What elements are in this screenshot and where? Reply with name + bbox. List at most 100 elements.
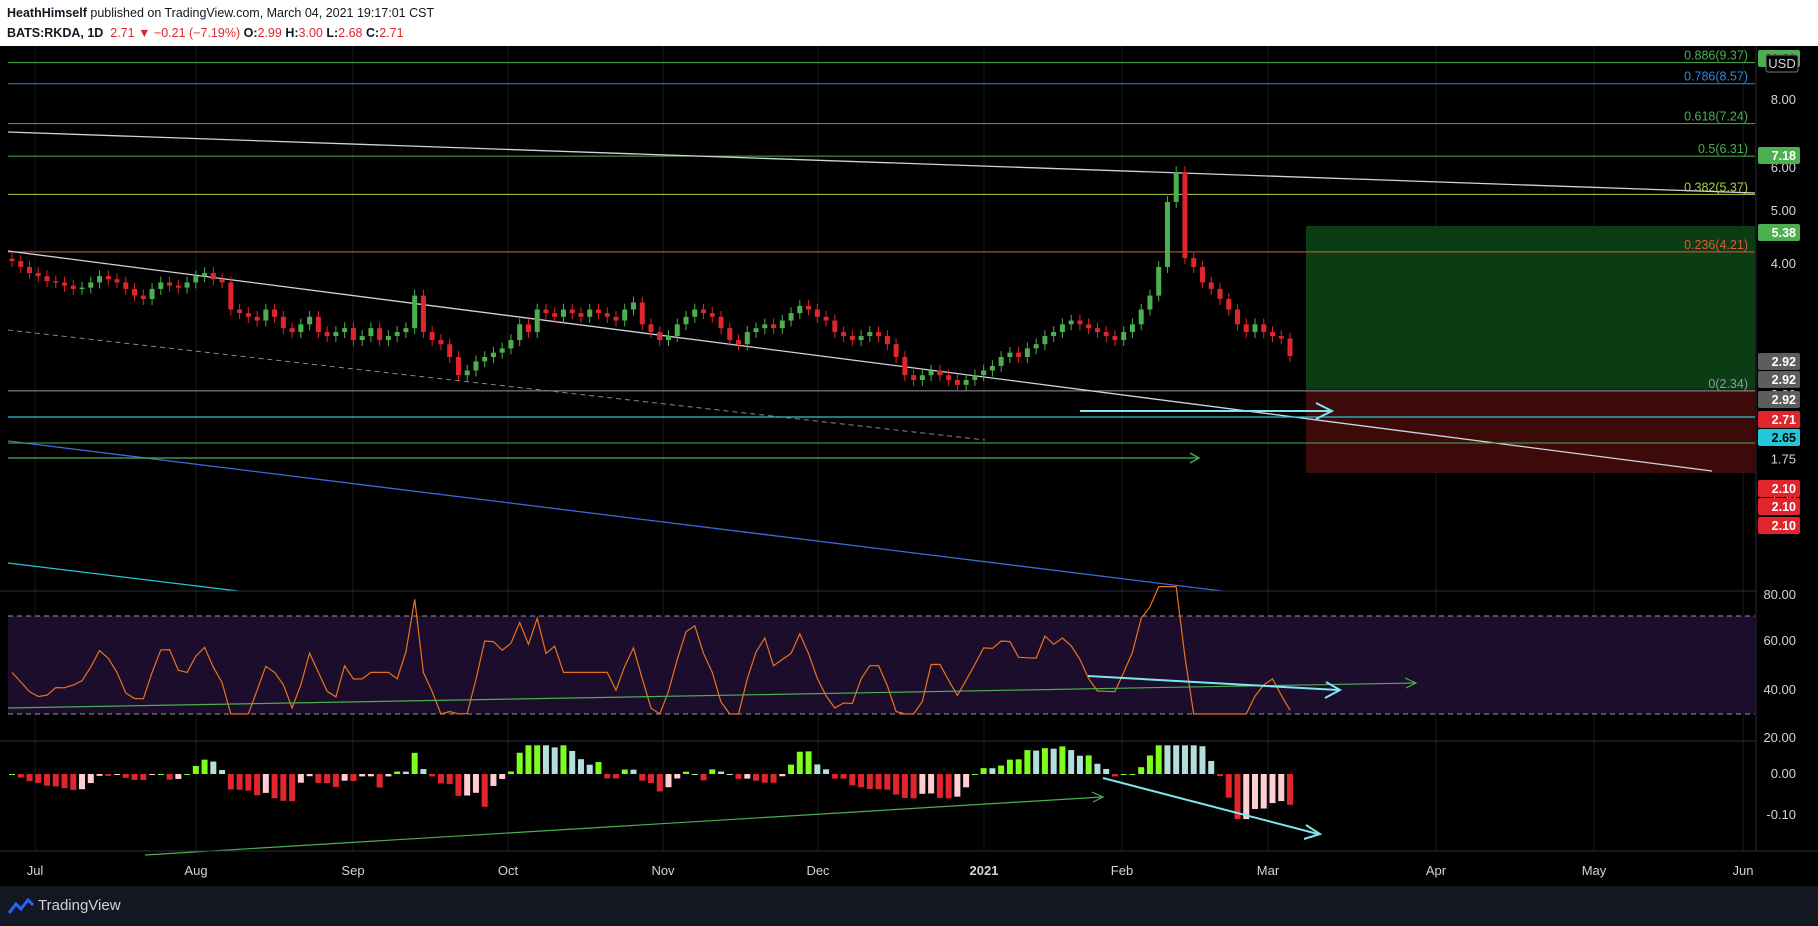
price-tag-label: 2.92 bbox=[1772, 393, 1796, 407]
fib-label: 0.618(7.24) bbox=[1684, 110, 1748, 124]
histogram-bar bbox=[1173, 745, 1180, 774]
price-tag-box bbox=[1758, 391, 1800, 408]
histogram-bar bbox=[236, 774, 243, 790]
candle-body bbox=[622, 309, 628, 321]
candle-body bbox=[1112, 336, 1118, 341]
histogram-bar bbox=[254, 774, 261, 796]
histogram-bar bbox=[980, 768, 987, 774]
histogram-bar bbox=[630, 769, 637, 774]
histogram-bar bbox=[306, 774, 313, 777]
green-arrow bbox=[8, 452, 1201, 464]
candle-body bbox=[832, 320, 838, 333]
histogram-bar bbox=[1155, 745, 1162, 774]
candle-body bbox=[674, 324, 680, 337]
author-name[interactable]: HeathHimself bbox=[7, 6, 87, 20]
candle-body bbox=[114, 279, 120, 283]
histogram-bar bbox=[35, 774, 42, 783]
histogram-bar bbox=[577, 759, 584, 774]
histogram-bar bbox=[166, 774, 173, 780]
candle-body bbox=[937, 370, 943, 376]
candle-body bbox=[1059, 324, 1065, 333]
histogram-bar bbox=[464, 774, 471, 796]
histogram-bar bbox=[359, 774, 366, 777]
histogram-bar bbox=[1146, 755, 1153, 774]
histogram-bar bbox=[420, 769, 427, 774]
histogram-bar bbox=[560, 745, 567, 774]
histogram-bar bbox=[446, 774, 453, 784]
tradingview-brand[interactable]: TradingView bbox=[38, 897, 121, 914]
histogram-bar bbox=[753, 774, 760, 781]
histogram-bar bbox=[928, 774, 935, 794]
histogram-bar bbox=[770, 774, 777, 783]
tradingview-logo-icon[interactable] bbox=[8, 896, 34, 916]
time-tick-label: Apr bbox=[1426, 863, 1447, 878]
histogram-bar bbox=[1059, 746, 1066, 774]
candle-body bbox=[70, 285, 76, 289]
candle-body bbox=[455, 356, 461, 376]
histogram-bar bbox=[44, 774, 51, 786]
candle-body bbox=[1269, 332, 1275, 337]
candle-body bbox=[88, 282, 94, 288]
fib-label: 0.236(4.21) bbox=[1684, 238, 1748, 252]
candle-body bbox=[639, 302, 645, 325]
histogram-bar bbox=[385, 774, 392, 777]
price-tag-label: 2.65 bbox=[1772, 431, 1796, 445]
candle-body bbox=[630, 302, 636, 310]
rsi-tick-label: 80.00 bbox=[1763, 587, 1796, 602]
histogram-bar bbox=[534, 745, 541, 774]
price-tag-label: 2.10 bbox=[1772, 500, 1796, 514]
histogram-bar bbox=[1050, 748, 1057, 774]
histogram-bar bbox=[542, 745, 549, 774]
candle-body bbox=[841, 332, 847, 337]
histogram-bar bbox=[1181, 745, 1188, 774]
histogram-bar bbox=[280, 774, 287, 801]
histogram-bar bbox=[131, 774, 138, 780]
histogram-bar bbox=[1278, 774, 1285, 802]
histogram-bar bbox=[402, 771, 409, 774]
chart-svg[interactable]: 1(10.27)0.886(9.37)0.786(8.57)0.618(7.24… bbox=[0, 27, 1818, 886]
candle-body bbox=[490, 352, 496, 357]
price-tag-label: 2.71 bbox=[1772, 413, 1796, 427]
candle-body bbox=[683, 316, 689, 325]
histogram-bar bbox=[61, 774, 68, 789]
histogram-bar bbox=[910, 774, 917, 799]
histogram-bar bbox=[621, 769, 628, 774]
histogram-bar bbox=[1287, 774, 1293, 805]
chart-area[interactable]: 1(10.27)0.886(9.37)0.786(8.57)0.618(7.24… bbox=[0, 27, 1818, 886]
candle-body bbox=[779, 320, 785, 329]
histogram-bar bbox=[1138, 767, 1145, 774]
candle-body bbox=[736, 340, 742, 345]
histogram-bar bbox=[683, 771, 690, 774]
close-value: 2.71 bbox=[379, 26, 404, 40]
candle-body bbox=[53, 281, 59, 283]
histogram-bar bbox=[849, 774, 856, 786]
candle-body bbox=[420, 295, 426, 333]
rsi-cyan-arrow bbox=[1087, 675, 1343, 699]
time-tick-label: Jun bbox=[1733, 863, 1754, 878]
candle-body bbox=[876, 332, 882, 337]
histogram-bar bbox=[1190, 745, 1197, 774]
histogram-bar bbox=[718, 771, 725, 774]
histogram-bar bbox=[175, 774, 182, 779]
candle-body bbox=[429, 332, 435, 341]
candle-body bbox=[998, 356, 1004, 366]
dashed-support-line bbox=[7, 329, 986, 441]
histogram-bar bbox=[114, 774, 121, 775]
candle-body bbox=[1007, 352, 1013, 357]
histogram-bar bbox=[1111, 774, 1118, 777]
histogram-bar bbox=[691, 774, 698, 775]
histogram-bar bbox=[1024, 750, 1031, 774]
candle-body bbox=[587, 309, 593, 317]
time-tick-label: Mar bbox=[1257, 863, 1280, 878]
histogram-bar bbox=[1041, 748, 1048, 774]
candle-body bbox=[368, 328, 374, 337]
candle-body bbox=[919, 375, 925, 380]
histogram-bar bbox=[507, 771, 514, 774]
histogram-bar bbox=[1085, 755, 1092, 774]
histogram-bar bbox=[919, 774, 926, 794]
candle-body bbox=[307, 316, 313, 325]
candle-body bbox=[27, 266, 33, 274]
histogram-bar bbox=[1015, 759, 1022, 774]
candle-body bbox=[333, 332, 339, 337]
histogram-bar bbox=[271, 774, 278, 799]
